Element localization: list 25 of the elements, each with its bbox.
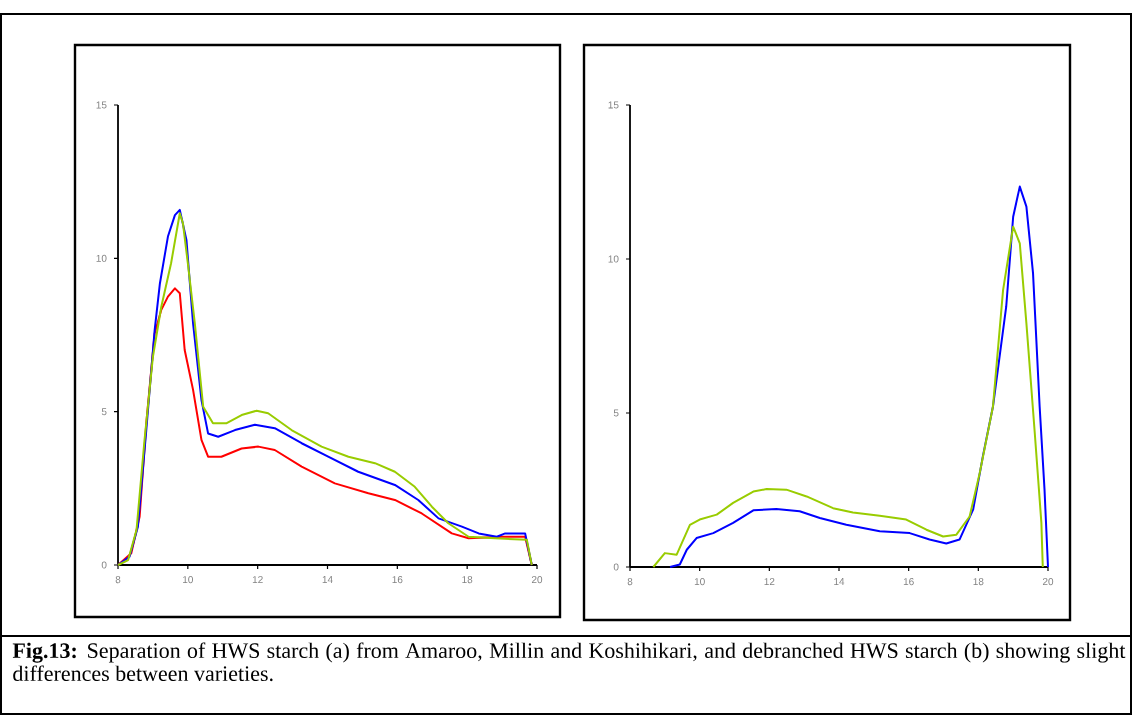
x-tick-label: 12 <box>252 576 263 584</box>
x-tick-label: 18 <box>462 576 473 584</box>
x-tick-label: 12 <box>764 578 775 586</box>
x-tick-label: 14 <box>834 578 845 585</box>
text: Fig.13: Separation of HWS starch (a) from Amaroo, Millin and Koshihikari, and debranched HWS starch (b) showing slight differences between varieties. <box>12 642 1126 682</box>
x-tick-label: 10 <box>694 578 705 586</box>
y-tick-label: 15 <box>96 101 107 109</box>
y-tick-label: 0 <box>101 561 107 569</box>
x-tick-label: 20 <box>1042 578 1054 586</box>
x-tick-label: 20 <box>531 576 543 584</box>
x-tick-label: 8 <box>115 576 121 584</box>
y-tick-label: 0 <box>613 563 619 571</box>
y-tick-label: 10 <box>96 254 107 262</box>
y-tick-label: 5 <box>101 408 107 416</box>
x-tick-label: 18 <box>973 578 984 586</box>
y-tick-label: 5 <box>613 409 619 417</box>
line-series <box>669 185 1049 568</box>
y-tick-label: 10 <box>608 255 619 263</box>
x-tick-label: 14 <box>322 576 333 583</box>
y-tick-label: 15 <box>608 101 619 109</box>
x-tick-label: 8 <box>627 578 633 586</box>
x-tick-label: 10 <box>183 576 194 584</box>
x-tick-label: 16 <box>903 578 914 586</box>
x-tick-label: 16 <box>392 576 403 584</box>
line-series <box>652 225 1044 568</box>
